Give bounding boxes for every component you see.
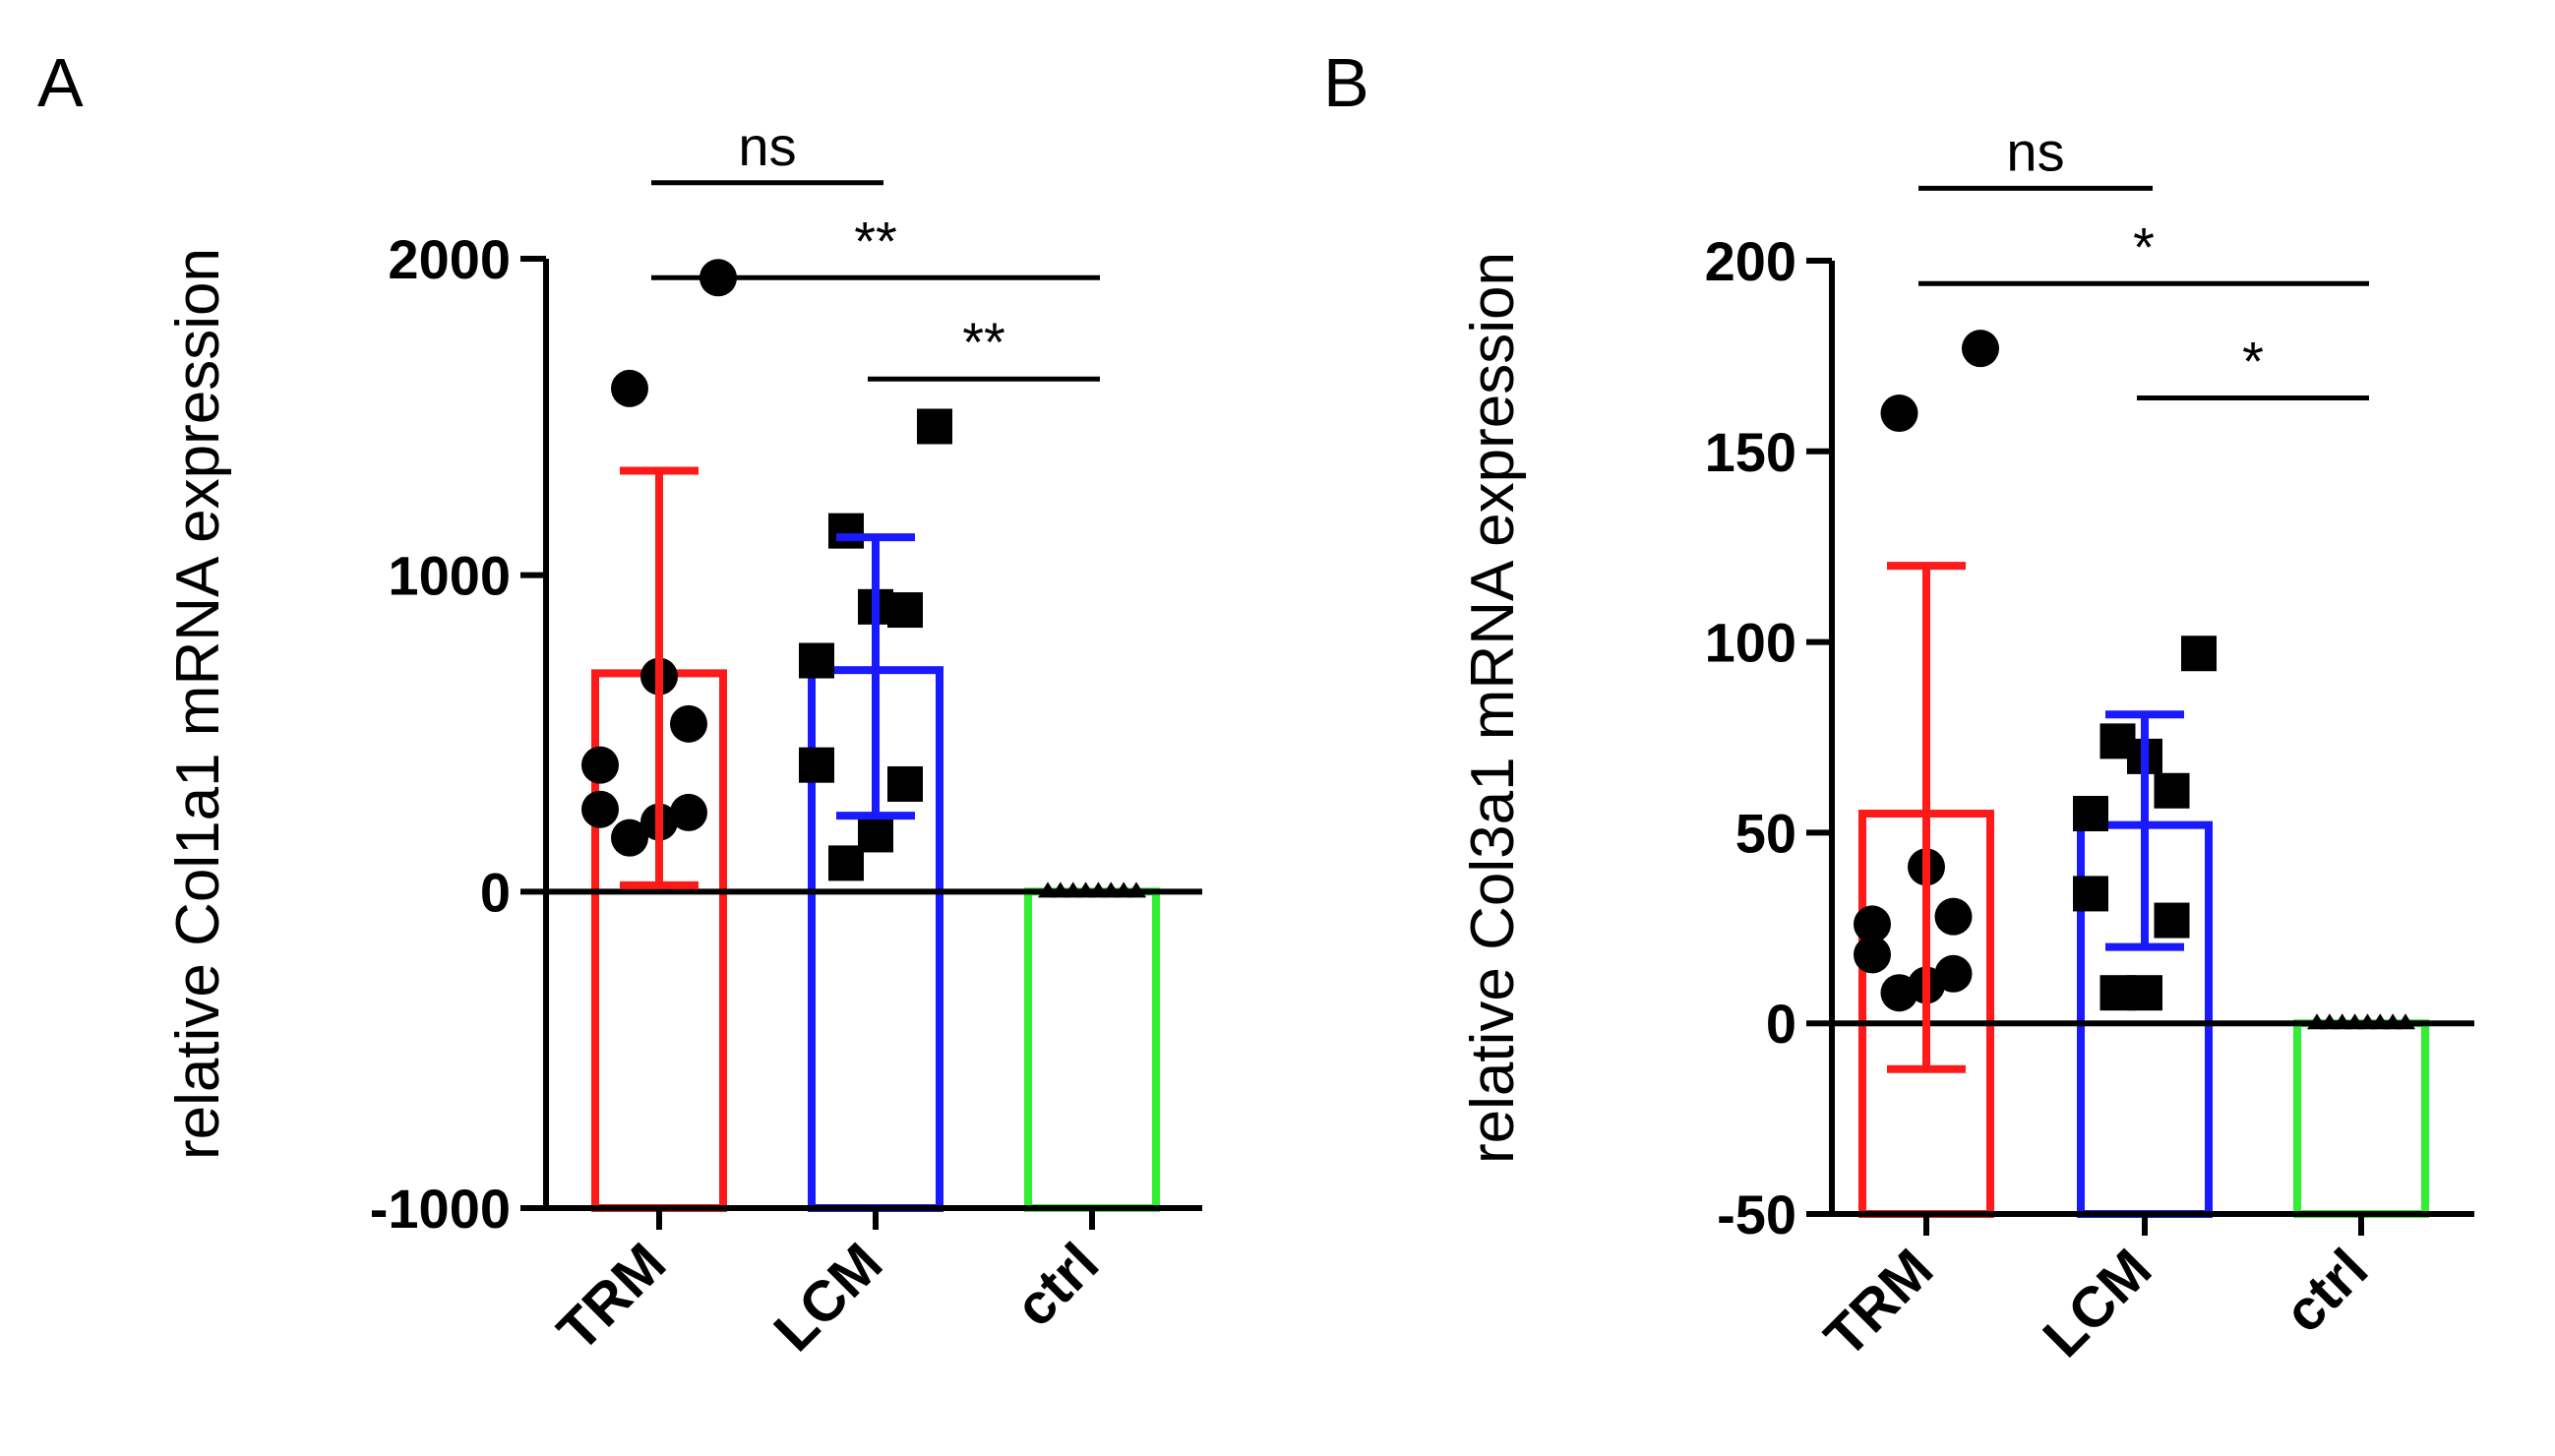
data-point bbox=[887, 765, 923, 802]
data-point bbox=[2357, 1013, 2378, 1030]
data-point bbox=[581, 746, 619, 784]
data-point bbox=[1063, 881, 1083, 898]
y-axis-label: relative Col3a1 mRNA expression bbox=[1459, 252, 1527, 1164]
data-point bbox=[1880, 394, 1918, 433]
x-tick-label: LCM bbox=[761, 1231, 894, 1364]
y-tick-label: 150 bbox=[1705, 421, 1796, 483]
data-point bbox=[2154, 902, 2190, 939]
data-point bbox=[799, 642, 834, 679]
bar bbox=[1024, 887, 1160, 1212]
y-axis-label: relative Col1a1 mRNA expression bbox=[164, 248, 232, 1160]
y-tick-label: 50 bbox=[1735, 802, 1796, 864]
significance-label: ns bbox=[2006, 120, 2064, 182]
data-point bbox=[1962, 330, 1999, 368]
y-tick-label: 200 bbox=[1705, 230, 1796, 292]
x-tick-label: ctrl bbox=[2272, 1237, 2380, 1345]
data-point bbox=[611, 369, 648, 407]
data-point bbox=[2073, 796, 2108, 832]
y-tick-label: 0 bbox=[480, 861, 511, 923]
y-tick-label: -50 bbox=[1717, 1183, 1796, 1245]
data-point bbox=[1050, 881, 1070, 898]
data-point bbox=[2319, 1013, 2340, 1030]
significance-label: * bbox=[2133, 215, 2155, 277]
data-point bbox=[2099, 975, 2136, 1011]
x-tick-label: TRM bbox=[545, 1231, 678, 1364]
data-point bbox=[2307, 1013, 2327, 1030]
data-point bbox=[1880, 974, 1918, 1012]
data-point bbox=[1934, 897, 1973, 936]
data-point bbox=[2332, 1013, 2352, 1030]
data-point bbox=[828, 845, 864, 881]
x-tick-label: TRM bbox=[1812, 1237, 1945, 1369]
data-point bbox=[2383, 1013, 2403, 1030]
y-tick-label: 0 bbox=[1766, 993, 1796, 1055]
data-point bbox=[887, 592, 923, 629]
data-point bbox=[917, 408, 952, 445]
y-tick-label: -1000 bbox=[370, 1178, 511, 1240]
data-point bbox=[2073, 876, 2108, 912]
y-tick-label: 100 bbox=[1705, 612, 1796, 674]
data-point bbox=[2396, 1013, 2415, 1030]
data-point bbox=[828, 513, 864, 549]
data-point bbox=[611, 819, 648, 857]
significance-label: ** bbox=[854, 210, 897, 272]
data-point bbox=[1075, 881, 1096, 898]
data-point bbox=[2370, 1013, 2391, 1030]
data-point bbox=[2181, 636, 2217, 672]
data-point bbox=[581, 790, 619, 828]
significance-label: ns bbox=[738, 115, 796, 177]
y-tick-label: 2000 bbox=[388, 228, 511, 290]
x-tick-label: LCM bbox=[2031, 1237, 2163, 1369]
significance-label: ** bbox=[962, 311, 1005, 373]
data-point bbox=[2154, 772, 2190, 809]
x-tick-label: ctrl bbox=[1003, 1231, 1111, 1339]
data-point bbox=[1126, 881, 1146, 898]
data-point bbox=[1854, 905, 1891, 943]
data-point bbox=[799, 747, 834, 783]
data-point bbox=[1101, 881, 1122, 898]
data-point bbox=[1114, 881, 1134, 898]
panel-letter: A bbox=[37, 44, 84, 121]
data-point bbox=[2344, 1013, 2365, 1030]
y-tick-label: 1000 bbox=[388, 545, 511, 607]
data-point bbox=[670, 704, 707, 743]
data-point bbox=[1088, 881, 1109, 898]
bar bbox=[2293, 1019, 2429, 1218]
data-point bbox=[1038, 881, 1058, 898]
significance-label: * bbox=[2242, 331, 2264, 393]
data-point bbox=[670, 793, 707, 831]
data-point bbox=[1854, 936, 1891, 974]
panel-letter: B bbox=[1323, 44, 1369, 121]
